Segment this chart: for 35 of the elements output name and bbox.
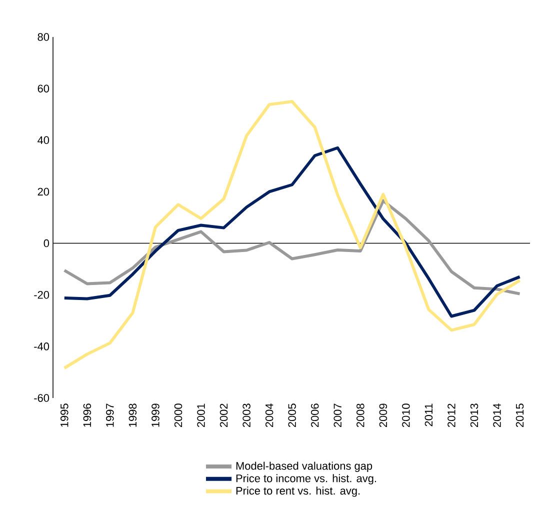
x-tick-label: 2012 — [448, 404, 456, 428]
legend-label: Price to income vs. hist. avg. — [236, 474, 376, 484]
x-tick-label: 2004 — [265, 404, 274, 428]
x-tick-label: 2007 — [334, 404, 342, 428]
x-tick-label: 1995 — [60, 404, 68, 427]
y-tick-label: 0 — [44, 239, 50, 248]
y-tick-label: 40 — [38, 136, 50, 144]
x-tick-label: 2009 — [379, 404, 388, 428]
x-tick-label: 2005 — [288, 404, 296, 428]
x-tick-label: 2014 — [493, 404, 501, 428]
x-tick-label: 1996 — [83, 404, 92, 427]
x-tick-label: 2006 — [310, 404, 319, 428]
line-series — [62, 100, 522, 370]
x-tick-label: 1999 — [152, 404, 160, 427]
x-tick-label: 1998 — [128, 404, 137, 427]
x-tick-label: 2000 — [174, 404, 182, 428]
x-tick-label: 2010 — [402, 404, 410, 428]
x-tick-label: 2002 — [220, 404, 228, 428]
x-tick-label: 2008 — [356, 404, 364, 428]
x-tick-label: 2001 — [197, 404, 205, 428]
x-tick-label: 2013 — [470, 404, 478, 428]
x-tick-label: 1997 — [106, 404, 114, 427]
y-tick-label: -60 — [34, 394, 50, 402]
x-tick-label: 2015 — [516, 404, 524, 428]
y-tick-label: 80 — [38, 33, 50, 41]
legend-label: Model-based valuations gap — [236, 462, 372, 472]
y-tick-label: -40 — [34, 342, 50, 350]
line-series — [62, 199, 522, 296]
x-tick-label: 2011 — [424, 404, 433, 426]
y-tick-label: 20 — [38, 188, 50, 196]
y-tick-label: -20 — [34, 290, 50, 299]
y-tick-label: 60 — [38, 84, 50, 92]
legend-label: Price to rent vs. hist. avg. — [236, 486, 360, 497]
x-tick-label: 2003 — [242, 404, 250, 428]
line-series — [62, 146, 522, 318]
